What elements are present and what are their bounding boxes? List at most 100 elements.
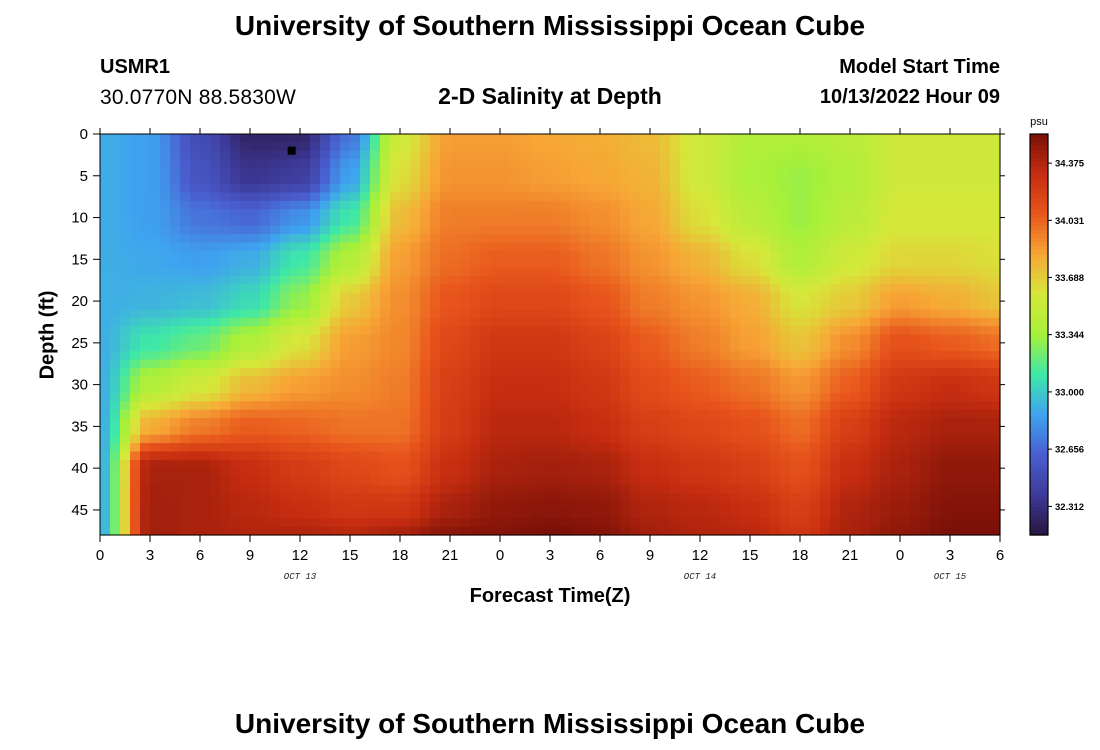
heatmap-cell [190,509,201,519]
heatmap-cell [690,242,701,252]
heatmap-cell [740,342,751,352]
heatmap-cell [210,434,221,444]
heatmap-cell [350,501,361,511]
heatmap-cell [600,150,611,160]
heatmap-cell [580,284,591,294]
heatmap-cell [210,276,221,285]
heatmap-cell [140,451,151,461]
heatmap-cell [590,401,601,411]
heatmap-cell [250,217,261,227]
heatmap-cell [350,167,361,177]
heatmap-cell [890,326,901,336]
heatmap-cell [590,459,601,469]
heatmap-cell [830,526,841,536]
heatmap-cell [490,150,501,160]
heatmap-cell [180,367,191,377]
heatmap-cell [620,267,631,277]
heatmap-cell [730,468,741,478]
heatmap-cell [490,167,501,177]
heatmap-cell [160,451,171,461]
heatmap-cell [340,342,351,352]
heatmap-cell [580,401,591,411]
heatmap-cell [330,317,341,327]
heatmap-cell [140,501,151,511]
heatmap-cell [820,250,831,260]
heatmap-cell [610,426,621,436]
heatmap-cell [750,159,761,169]
heatmap-cell [830,401,841,411]
heatmap-cell [350,134,361,143]
heatmap-cell [450,242,461,252]
heatmap-cell [820,476,831,486]
heatmap-cell [440,200,451,210]
heatmap-cell [270,401,281,411]
heatmap-cell [310,184,321,194]
heatmap-cell [190,150,201,160]
heatmap-cell [560,159,571,169]
heatmap-cell [310,509,321,519]
heatmap-cell [990,134,1001,143]
heatmap-cell [460,459,471,469]
heatmap-cell [240,509,251,519]
heatmap-cell [790,342,801,352]
heatmap-cell [910,426,921,436]
heatmap-cell [990,259,1001,269]
heatmap-cell [650,509,661,519]
heatmap-cell [850,184,861,194]
heatmap-cell [680,342,691,352]
heatmap-cell [500,276,511,285]
heatmap-cell [310,518,321,528]
heatmap-cell [810,317,821,327]
page-title-bottom: University of Southern Mississippi Ocean… [234,708,866,739]
heatmap-cell [920,284,931,294]
heatmap-cell [900,259,911,269]
heatmap-cell [950,518,961,528]
heatmap-cell [280,476,291,486]
heatmap-cell [150,418,161,427]
heatmap-cell [190,342,201,352]
heatmap-cell [620,426,631,436]
heatmap-cell [340,292,351,302]
heatmap-cell [960,526,971,536]
heatmap-cell [170,409,181,419]
heatmap-cell [730,292,741,302]
heatmap-cell [600,409,611,419]
heatmap-cell [980,392,991,402]
heatmap-cell [290,443,301,453]
heatmap-cell [480,367,491,377]
heatmap-cell [930,242,941,252]
heatmap-cell [740,225,751,235]
heatmap-cell [280,418,291,427]
heatmap-cell [890,459,901,469]
heatmap-cell [780,142,791,152]
heatmap-cell [110,451,121,461]
heatmap-cell [690,175,701,185]
heatmap-cell [660,292,671,302]
heatmap-cell [130,159,141,169]
heatmap-cell [960,209,971,219]
heatmap-cell [330,259,341,269]
heatmap-cell [210,359,221,369]
heatmap-cell [750,518,761,528]
heatmap-cell [740,367,751,377]
heatmap-cell [560,292,571,302]
heatmap-cell [950,367,961,377]
heatmap-cell [850,334,861,344]
heatmap-cell [960,476,971,486]
heatmap-cell [920,401,931,411]
heatmap-cell [250,376,261,386]
heatmap-cell [910,259,921,269]
heatmap-cell [940,159,951,169]
heatmap-cell [350,159,361,169]
heatmap-cell [120,292,131,302]
heatmap-cell [640,451,651,461]
heatmap-cell [600,476,611,486]
heatmap-cell [490,200,501,210]
heatmap-cell [200,267,211,277]
heatmap-cell [810,484,821,494]
heatmap-cell [970,309,981,319]
heatmap-cell [680,426,691,436]
heatmap-cell [930,250,941,260]
heatmap-cell [710,418,721,427]
heatmap-cell [250,326,261,336]
